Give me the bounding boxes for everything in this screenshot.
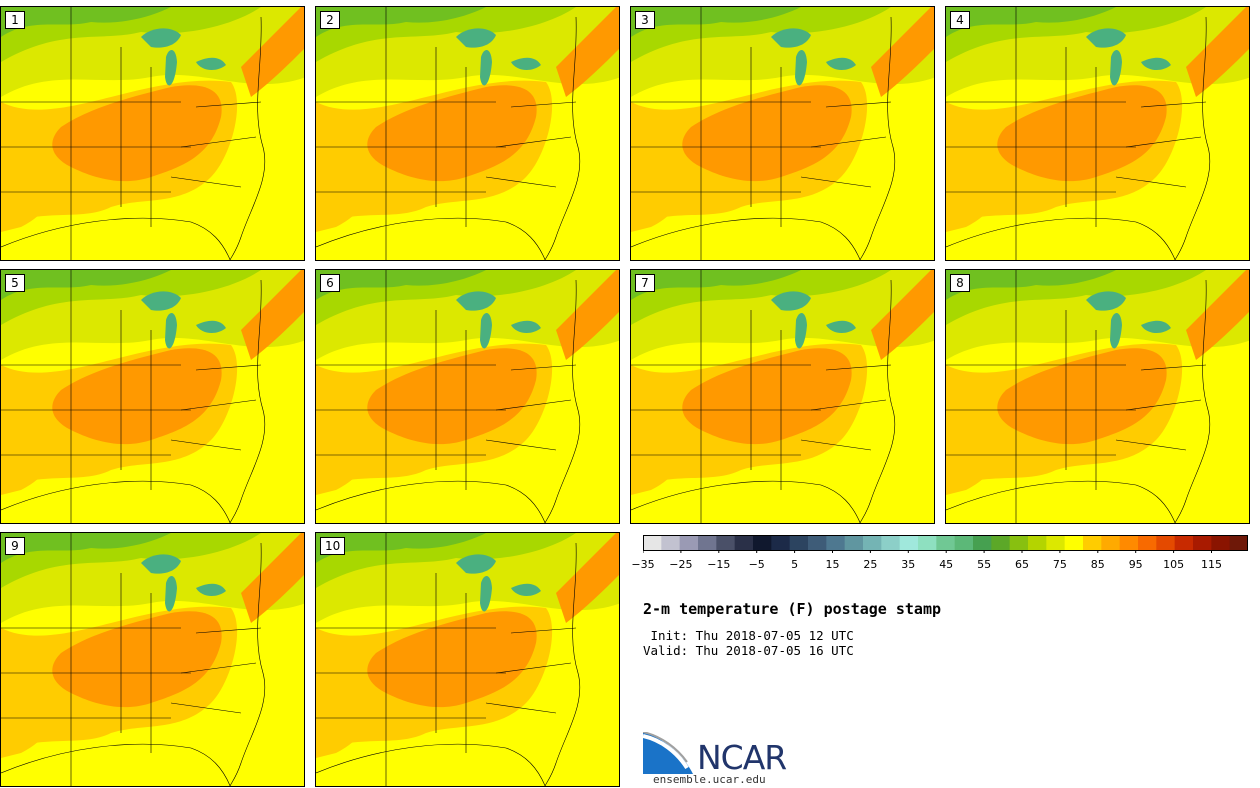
colorbar-tick-label: 55 xyxy=(977,558,992,571)
colorbar-segment xyxy=(1046,535,1066,551)
colorbar-segment xyxy=(1211,535,1231,551)
colorbar-segment xyxy=(881,535,901,551)
colorbar-segment xyxy=(1229,535,1248,551)
init-time: Init: Thu 2018-07-05 12 UTC xyxy=(643,628,854,643)
colorbar-tick-label: 35 xyxy=(901,558,916,571)
map-panel: 6 xyxy=(315,269,620,524)
temperature-map xyxy=(1,7,304,260)
colorbar-segment xyxy=(899,535,919,551)
colorbar-tick-label: 95 xyxy=(1128,558,1143,571)
colorbar-segment xyxy=(1028,535,1047,551)
colorbar-segment xyxy=(808,535,827,551)
colorbar-segment xyxy=(1156,535,1176,551)
colorbar-tick-label: 5 xyxy=(791,558,799,571)
temperature-map xyxy=(946,7,1249,260)
colorbar-segment xyxy=(643,535,662,551)
temperature-map xyxy=(1,533,304,786)
colorbar-segment xyxy=(863,535,882,551)
colorbar-segment xyxy=(1138,535,1157,551)
colorbar-segment xyxy=(698,535,717,551)
map-panel: 8 xyxy=(945,269,1250,524)
colorbar-tick-label: −5 xyxy=(748,558,765,571)
temperature-map xyxy=(631,270,934,523)
map-panel: 1 xyxy=(0,6,305,261)
colorbar-segment xyxy=(991,535,1011,551)
colorbar-border xyxy=(643,535,1248,551)
map-panel: 10 xyxy=(315,532,620,787)
colorbar-segment xyxy=(1009,535,1029,551)
panel-number: 2 xyxy=(320,11,340,29)
colorbar-segment xyxy=(1083,535,1102,551)
temperature-map xyxy=(316,270,619,523)
panel-number: 10 xyxy=(320,537,346,555)
colorbar-segment xyxy=(826,535,846,551)
colorbar-tick-label: −35 xyxy=(631,558,655,571)
colorbar-segment xyxy=(734,535,754,551)
colorbar-segment xyxy=(1193,535,1212,551)
colorbar-segment xyxy=(716,535,736,551)
colorbar-segment xyxy=(789,535,809,551)
map-panel: 7 xyxy=(630,269,935,524)
ncar-logo-icon xyxy=(643,732,693,774)
colorbar xyxy=(643,535,1248,553)
figure-title: 2-m temperature (F) postage stamp xyxy=(643,600,942,618)
panel-number: 3 xyxy=(635,11,655,29)
colorbar-segment xyxy=(1101,535,1121,551)
panel-number: 8 xyxy=(950,274,970,292)
map-panel: 2 xyxy=(315,6,620,261)
temperature-map xyxy=(316,533,619,786)
colorbar-tick-label: 85 xyxy=(1090,558,1105,571)
panel-number: 4 xyxy=(950,11,970,29)
colorbar-tick-label: 65 xyxy=(1015,558,1029,571)
colorbar-segment xyxy=(679,535,699,551)
colorbar-tick-label: 45 xyxy=(939,558,954,571)
colorbar-tick-label: 115 xyxy=(1201,558,1222,571)
colorbar-segment xyxy=(1174,535,1194,551)
colorbar-segment xyxy=(954,535,974,551)
colorbar-tick-label: −15 xyxy=(707,558,731,571)
colorbar-segment xyxy=(1064,535,1084,551)
panel-number: 5 xyxy=(5,274,25,292)
temperature-map xyxy=(1,270,304,523)
colorbar-segment xyxy=(936,535,956,551)
logo-name: NCAR xyxy=(697,738,787,777)
colorbar-segment xyxy=(753,535,772,551)
panel-number: 9 xyxy=(5,537,25,555)
colorbar-segment xyxy=(973,535,992,551)
colorbar-tick-label: 25 xyxy=(863,558,878,571)
map-panel: 5 xyxy=(0,269,305,524)
colorbar-tick-label: −25 xyxy=(669,558,693,571)
valid-time: Valid: Thu 2018-07-05 16 UTC xyxy=(643,643,854,658)
colorbar-segment xyxy=(771,535,791,551)
map-panel: 9 xyxy=(0,532,305,787)
panel-number: 6 xyxy=(320,274,340,292)
colorbar-segment xyxy=(1119,535,1139,551)
logo-url: ensemble.ucar.edu xyxy=(653,773,766,786)
colorbar-segment xyxy=(918,535,937,551)
colorbar-segment xyxy=(661,535,681,551)
map-panel: 3 xyxy=(630,6,935,261)
colorbar-tick-label: 75 xyxy=(1052,558,1067,571)
colorbar-tick-label: 105 xyxy=(1163,558,1185,571)
panel-number: 7 xyxy=(635,274,655,292)
temperature-map xyxy=(631,7,934,260)
temperature-map xyxy=(946,270,1249,523)
temperature-map xyxy=(316,7,619,260)
colorbar-tick-label: 15 xyxy=(825,558,840,571)
colorbar-segment xyxy=(844,535,864,551)
panel-number: 1 xyxy=(5,11,25,29)
map-panel: 4 xyxy=(945,6,1250,261)
